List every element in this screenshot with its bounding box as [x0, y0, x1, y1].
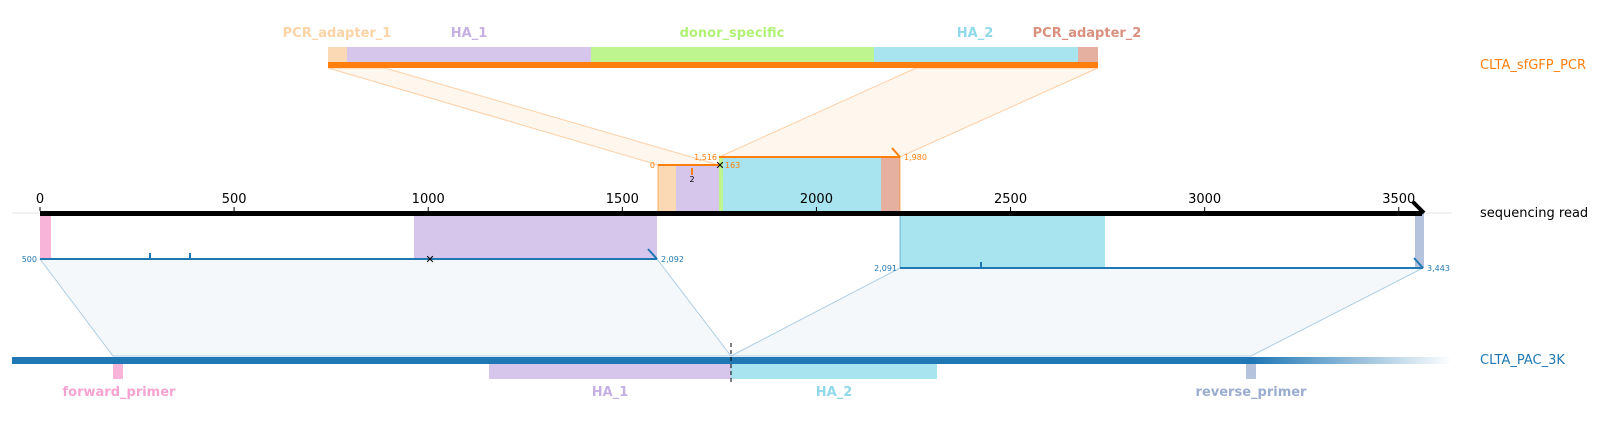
- pcr-feature-ha-2: [874, 47, 1078, 64]
- pcr-feature-label-pcr-adapter-1: PCR_adapter_1: [283, 26, 392, 41]
- pcr-feature-ha-1: [347, 47, 591, 64]
- read-pcr-features: [657, 157, 901, 213]
- genome-feature-ha-1: [489, 362, 731, 379]
- genome-track: forward_primer HA_1 HA_2 reverse_primer …: [12, 343, 1565, 400]
- read-feature-reverse-primer: [1415, 213, 1424, 268]
- read-axis-tick-label: 2500: [994, 192, 1027, 207]
- read-axis-tick-label: 2000: [800, 192, 833, 207]
- read-axis-tick-label: 3500: [1382, 192, 1415, 207]
- genome-alignment-left-arrowhead: [647, 248, 658, 260]
- read-track-label: sequencing read: [1480, 206, 1588, 221]
- pcr-feature-pcr-adapter-2: [1078, 47, 1098, 64]
- read-feature-ha-2: [723, 157, 881, 213]
- pcr-alignment-label-mid: 1,516: [694, 153, 717, 162]
- pcr-feature-label-ha-1: HA_1: [451, 26, 488, 41]
- genome-feature-ha-2: [731, 362, 937, 379]
- read-feature-pcr-adapter-2: [881, 157, 900, 213]
- genome-alignment-right-start: 2,091: [874, 264, 897, 273]
- read-axis-tick-label: 0: [36, 192, 44, 207]
- read-axis-tick-label: 1500: [606, 192, 639, 207]
- pcr-feature-label-donor-specific: donor_specific: [680, 26, 785, 41]
- genome-connector-right: [730, 267, 1424, 357]
- genome-track-label: CLTA_PAC_3K: [1480, 353, 1565, 368]
- genome-connector-left: [38, 258, 733, 357]
- genome-feature-label-ha-1: HA_1: [592, 385, 629, 400]
- pcr-alignment-label-163: 163: [725, 161, 740, 170]
- read-feature-forward-primer: [40, 213, 51, 259]
- pcr-alignment-label-start: 0: [650, 161, 655, 170]
- read-axis-tick-label: 500: [222, 192, 247, 207]
- read-genome-features: [40, 213, 1424, 268]
- genome-feature-label-forward-primer: forward_primer: [63, 385, 177, 400]
- pcr-feature-pcr-adapter-1: [328, 47, 347, 64]
- read-axis-ticks: 0 500 1000 1500 2000 2500 3000 3500: [36, 192, 1415, 211]
- read-feature-pcr-adapter-1: [658, 165, 676, 213]
- pcr-alignment-label-end: 1,980: [904, 153, 927, 162]
- genome-feature-label-reverse-primer: reverse_primer: [1196, 385, 1308, 400]
- pcr-connector-right: [718, 67, 1099, 158]
- read-feature-donor-specific: [719, 157, 723, 213]
- pcr-alignment-arrowhead: [891, 147, 901, 158]
- genome-alignment-left-end: 2,092: [661, 255, 684, 264]
- genome-feature-reverse-primer: [1246, 362, 1256, 379]
- genome-alignment-left-start: 500: [22, 255, 37, 264]
- pcr-connector-left: [327, 67, 720, 166]
- pcr-alignment-label-2: 2: [689, 175, 694, 184]
- pcr-track: PCR_adapter_1 HA_1 donor_specific HA_2 P…: [283, 26, 1586, 73]
- pcr-feature-label-ha-2: HA_2: [957, 26, 994, 41]
- read-arrowhead: [1411, 200, 1426, 215]
- genome-alignment: ✕ 500 2,092 2,091 3,443: [22, 248, 1450, 273]
- read-feature-ha-1: [676, 165, 719, 213]
- read-feature-ha-1-genome: [414, 213, 657, 259]
- pcr-alignment-mismatch-icon: ✕: [715, 159, 724, 172]
- pcr-alignment: ✕ 0 1,516 163 2 1,980: [650, 147, 927, 184]
- genome-alignment-mismatch-icon: ✕: [425, 253, 434, 266]
- pcr-feature-label-pcr-adapter-2: PCR_adapter_2: [1033, 26, 1142, 41]
- read-feature-ha-2-genome: [900, 213, 1105, 268]
- genome-feature-label-ha-2: HA_2: [816, 385, 853, 400]
- pcr-bar: [328, 62, 1098, 68]
- pcr-feature-donor-specific: [591, 47, 874, 64]
- read-track: 0 500 1000 1500 2000 2500 3000 3500 sequencing …: [36, 192, 1588, 221]
- read-axis-tick-label: 1000: [412, 192, 445, 207]
- genome-alignment-right-end: 3,443: [1427, 264, 1450, 273]
- pcr-track-label: CLTA_sfGFP_PCR: [1480, 58, 1586, 73]
- read-axis-tick-label: 3000: [1188, 192, 1221, 207]
- genome-feature-forward-primer: [113, 362, 123, 379]
- genome-alignment-right-arrowhead: [1413, 257, 1424, 269]
- read-bar: [40, 211, 1422, 216]
- genome-bar-fade: [1252, 357, 1452, 364]
- genome-bar: [12, 357, 1252, 364]
